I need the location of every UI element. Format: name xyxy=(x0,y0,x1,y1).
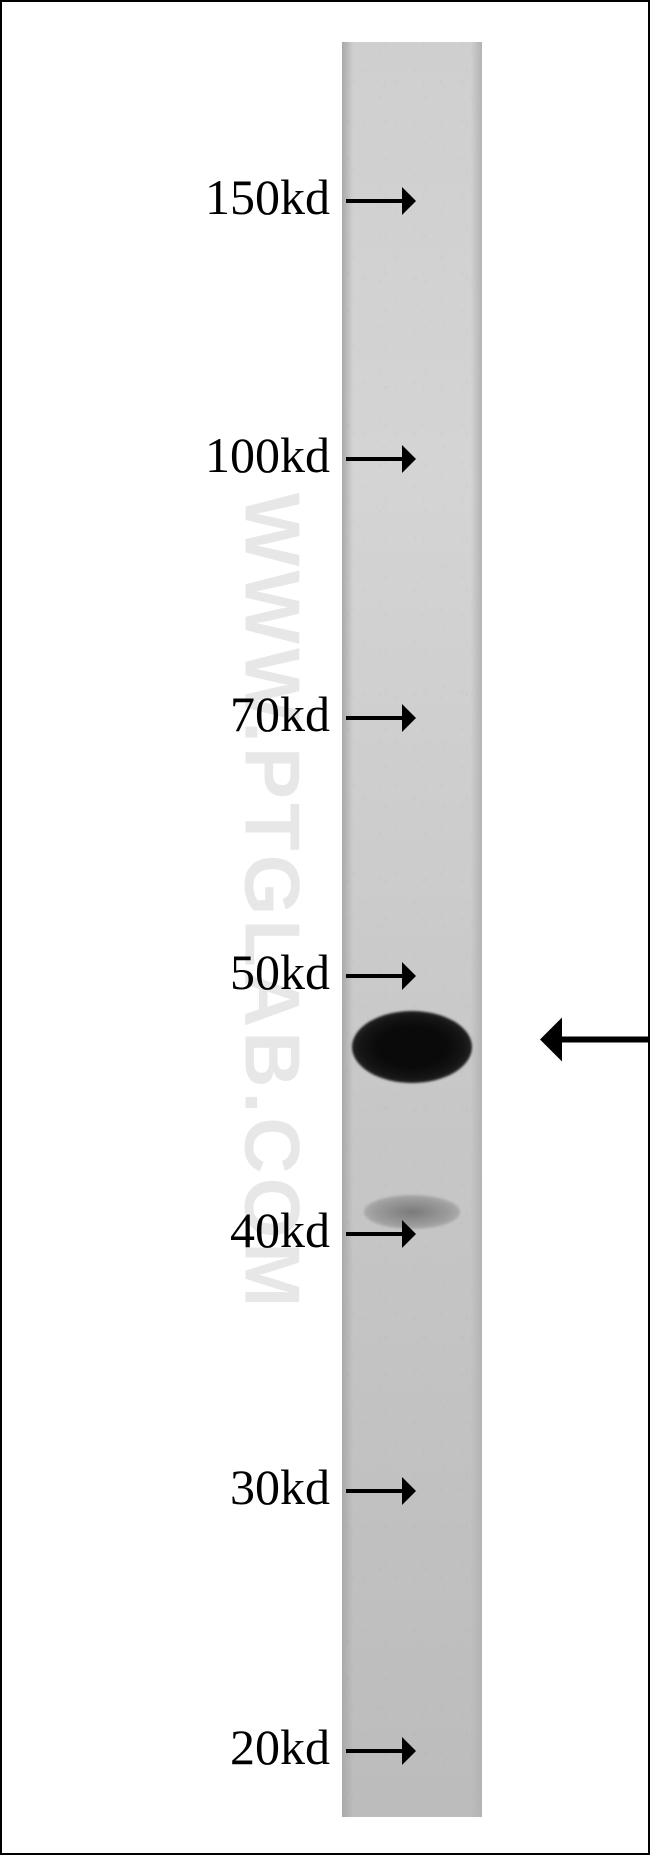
watermark-text: WWW.PTGLAB.COM xyxy=(227,493,318,1312)
marker-label: 40kd xyxy=(230,1205,330,1255)
marker-arrow-icon xyxy=(346,187,406,207)
marker-text: 40kd xyxy=(230,1202,330,1258)
marker-arrow-icon xyxy=(346,962,406,982)
marker-label: 20kd xyxy=(230,1722,330,1772)
marker-arrow-icon xyxy=(346,1477,406,1497)
marker-label: 30kd xyxy=(230,1462,330,1512)
primary-band xyxy=(352,1011,472,1083)
result-arrow-icon xyxy=(540,1018,650,1067)
blot-lane xyxy=(342,42,482,1817)
lane-noise xyxy=(342,42,482,1817)
marker-arrow-icon xyxy=(346,445,406,465)
marker-arrow-icon xyxy=(346,704,406,724)
marker-text: 150kd xyxy=(205,169,330,225)
marker-label: 50kd xyxy=(230,947,330,997)
marker-label: 70kd xyxy=(230,689,330,739)
marker-label: 100kd xyxy=(205,430,330,480)
marker-text: 50kd xyxy=(230,944,330,1000)
marker-text: 30kd xyxy=(230,1459,330,1515)
blot-figure: WWW.PTGLAB.COM 150kd 100kd 70kd 50kd 40kd 30k… xyxy=(2,2,648,1853)
marker-arrow-icon xyxy=(346,1737,406,1757)
marker-arrow-icon xyxy=(346,1220,406,1240)
marker-text: 70kd xyxy=(230,686,330,742)
marker-label: 150kd xyxy=(205,172,330,222)
marker-text: 100kd xyxy=(205,427,330,483)
marker-text: 20kd xyxy=(230,1719,330,1775)
